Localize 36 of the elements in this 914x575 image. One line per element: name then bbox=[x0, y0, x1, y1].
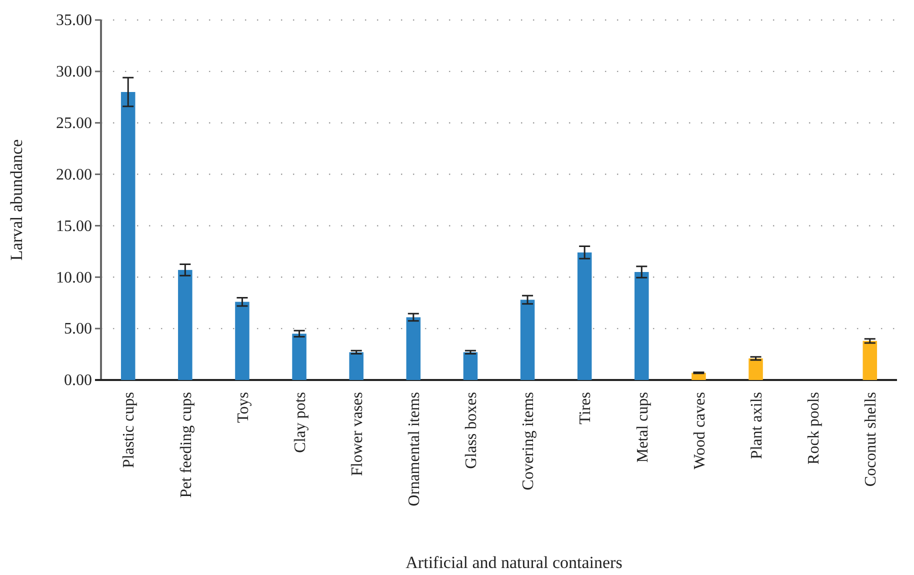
x-tick-label: Pet feeding cups bbox=[178, 392, 195, 498]
bar bbox=[292, 334, 306, 380]
bar bbox=[406, 317, 421, 380]
x-tick-label: Clay pots bbox=[292, 392, 309, 453]
x-tick-label: Plant axils bbox=[748, 392, 766, 460]
y-tick-label: 35.00 bbox=[56, 12, 92, 30]
x-axis-title: Artificial and natural containers bbox=[406, 553, 622, 572]
y-tick-label: 20.00 bbox=[56, 166, 92, 184]
x-tick-label: Flower vases bbox=[348, 392, 366, 476]
bar bbox=[463, 352, 478, 380]
x-tick-label: Metal cups bbox=[634, 392, 652, 463]
y-tick-label: 15.00 bbox=[56, 218, 92, 235]
bar bbox=[520, 300, 535, 380]
x-tick-label: Plastic cups bbox=[120, 392, 138, 468]
bar bbox=[577, 252, 592, 380]
bar bbox=[748, 358, 763, 380]
x-tick-label: Toys bbox=[234, 392, 252, 423]
y-tick-label: 5.00 bbox=[64, 320, 92, 338]
bar bbox=[235, 302, 250, 380]
x-tick-label: Coconut shells bbox=[862, 392, 880, 487]
bar bbox=[634, 272, 649, 380]
x-tick-label: Covering items bbox=[520, 392, 538, 490]
x-tick-label: Tires bbox=[577, 392, 594, 424]
y-axis-title: Larval abundance bbox=[7, 139, 26, 261]
y-tick-label: 30.00 bbox=[56, 64, 92, 81]
y-tick-label: 25.00 bbox=[56, 114, 92, 132]
x-tick-label: Glass boxes bbox=[463, 392, 480, 469]
y-tick-label: 10.00 bbox=[56, 269, 92, 286]
bar bbox=[120, 92, 136, 380]
bar bbox=[178, 270, 192, 380]
x-tick-label: Wood caves bbox=[691, 392, 708, 470]
y-tick-label: 0.00 bbox=[64, 372, 92, 390]
x-tick-label: Rock pools bbox=[805, 392, 822, 464]
bar bbox=[349, 352, 364, 380]
bar bbox=[862, 340, 878, 380]
x-tick-label: Ornamental items bbox=[406, 392, 424, 506]
